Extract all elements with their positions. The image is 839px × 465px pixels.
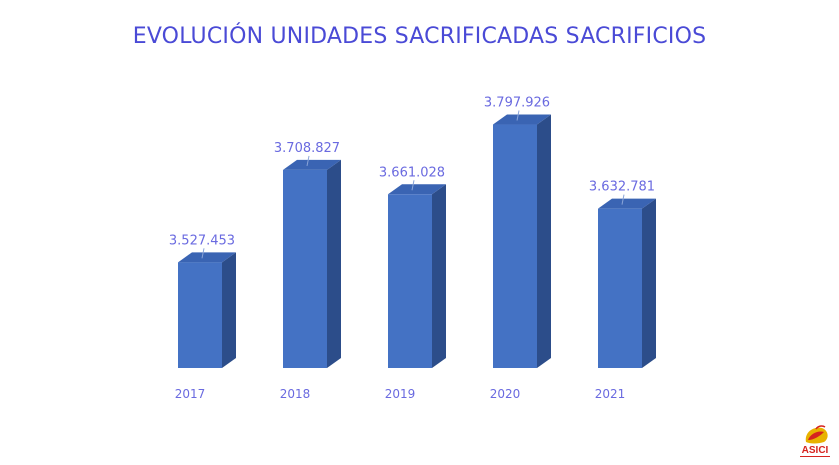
chart-title: EVOLUCIÓN UNIDADES SACRIFICADAS SACRIFIC… xyxy=(132,24,707,49)
bar-side-2019 xyxy=(432,184,446,368)
bar-top-2018 xyxy=(283,159,341,170)
x-tick-label-2021: 2021 xyxy=(595,387,626,401)
label-leader-2020 xyxy=(516,110,520,121)
asici-logo-icon: ASICI xyxy=(796,420,834,460)
x-tick-label-2017: 2017 xyxy=(175,387,206,401)
value-label-2019: 3.661.028 xyxy=(379,165,445,180)
logo-text: ASICI xyxy=(802,445,829,456)
bar-top-2019 xyxy=(388,184,446,195)
label-leader-2019 xyxy=(411,180,415,191)
bar-2019 xyxy=(388,180,446,368)
bar-2021 xyxy=(598,194,656,368)
bar-2017 xyxy=(178,248,236,368)
bar-top-2021 xyxy=(598,198,656,209)
value-label-2018: 3.708.827 xyxy=(274,141,340,156)
value-label-2020: 3.797.926 xyxy=(484,96,550,111)
x-tick-label-2018: 2018 xyxy=(280,387,311,401)
bar-top-2020 xyxy=(493,114,551,125)
label-leader-2017 xyxy=(201,248,205,259)
bar-2020 xyxy=(493,110,551,369)
bar-front-2017 xyxy=(178,262,222,368)
bar-front-2021 xyxy=(598,208,642,368)
bar-front-2019 xyxy=(388,194,432,368)
bar-2018 xyxy=(283,155,341,368)
x-tick-label-2020: 2020 xyxy=(490,387,521,401)
bar-front-2018 xyxy=(283,169,327,368)
bar-side-2021 xyxy=(642,198,656,368)
bar-side-2017 xyxy=(222,252,236,368)
bar-top-2017 xyxy=(178,252,236,263)
label-leader-2018 xyxy=(306,155,310,167)
value-label-2021: 3.632.781 xyxy=(589,180,655,195)
label-leader-2021 xyxy=(621,194,625,205)
x-tick-label-2019: 2019 xyxy=(385,387,416,401)
value-label-2017: 3.527.453 xyxy=(169,233,235,248)
bar-side-2020 xyxy=(537,114,551,369)
bar-front-2020 xyxy=(493,124,537,369)
bar-side-2018 xyxy=(327,159,341,368)
